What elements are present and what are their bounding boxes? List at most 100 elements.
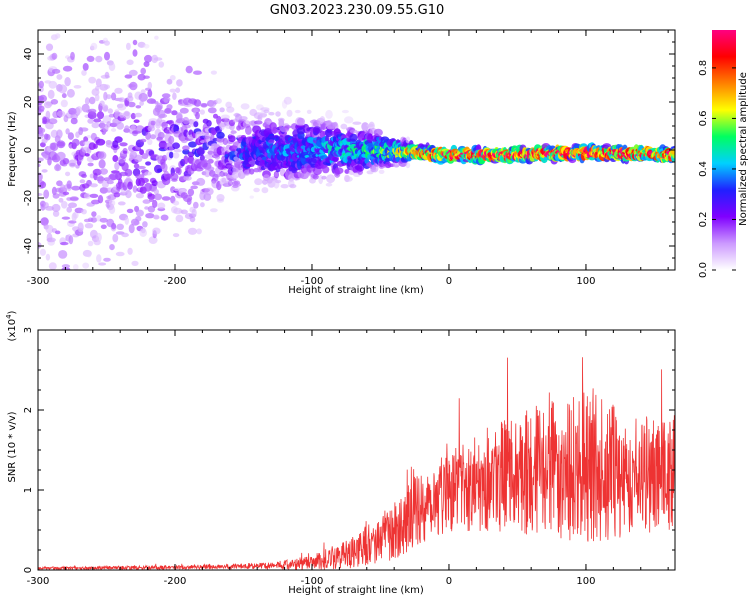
spectrogram-cell <box>139 228 147 237</box>
spectrogram-cell <box>207 158 214 164</box>
spectrogram-cell <box>151 180 158 187</box>
spectrogram-cell <box>79 127 89 132</box>
snr-x-tick-label: 100 <box>576 576 595 587</box>
spectrogram-cell <box>289 184 297 189</box>
spectrogram-cell <box>270 129 279 133</box>
spectrogram-cell <box>173 149 182 153</box>
spectrogram-cell <box>142 221 148 228</box>
spectrogram-cell <box>124 216 129 225</box>
spectrogram-cell <box>41 169 48 173</box>
snr-x-tick-label: -200 <box>164 576 187 587</box>
spectrogram-cell <box>65 128 70 135</box>
spectrogram-cell <box>108 199 116 207</box>
spectrogram-cell <box>172 92 177 100</box>
spectrogram-cell <box>147 125 156 132</box>
spectrogram-cell <box>61 216 71 220</box>
spectrogram-cell <box>207 107 217 114</box>
spectrogram-cell <box>219 121 225 131</box>
snr-series-line <box>38 357 675 570</box>
spectrogram-cell <box>88 96 96 105</box>
spectrogram-cell <box>196 177 206 186</box>
spectrogram-cell <box>163 96 169 104</box>
spectrogram-cell <box>121 162 129 172</box>
spectrogram-cell <box>182 149 190 155</box>
snr-y-tick-label: 0 <box>23 567 34 573</box>
spectrogram-cell <box>124 168 133 177</box>
spectrogram-cell <box>86 55 95 63</box>
spectrogram-cell <box>139 100 145 106</box>
spectrogram-cell <box>48 262 57 270</box>
spectrogram-cell <box>352 121 362 125</box>
spectrogram-cell <box>39 181 47 189</box>
spectrogram-cell <box>168 135 175 144</box>
spectrogram-cell <box>179 107 189 114</box>
spectrogram-cell <box>115 251 125 257</box>
snr-y-tick-label: 3 <box>23 327 34 333</box>
spectrogram-cell <box>356 164 365 172</box>
spectrogram-cell <box>60 241 69 246</box>
spectrogram-cell <box>128 69 138 76</box>
spectrogram-cell <box>114 161 120 171</box>
spectrogram-cell <box>125 190 132 199</box>
spectrogram-cell <box>145 213 155 219</box>
spectrogram-cell <box>187 155 195 164</box>
spectrogram-cell <box>172 233 180 238</box>
spectrogram-cell <box>227 179 233 187</box>
spectrogram-cell <box>161 154 168 162</box>
spectrogram-cell <box>79 179 86 184</box>
spectrogram-cell <box>175 214 184 223</box>
spectrogram-cell <box>116 223 124 230</box>
spectrogram-cell <box>188 141 197 148</box>
spectrogram-cell <box>111 222 117 230</box>
spectrogram-cell <box>175 87 181 93</box>
spectrogram-cell <box>98 262 107 266</box>
spectrogram-cell <box>95 78 102 87</box>
spectrogram-cell <box>153 193 163 201</box>
spectrogram-cell <box>147 193 156 200</box>
spectrogram-cell <box>670 149 675 155</box>
spectrogram-cell <box>168 145 174 151</box>
spectrogram-cell <box>43 189 50 199</box>
spectrogram-cell <box>150 120 156 126</box>
spectrogram-cell <box>111 92 117 101</box>
spectrogram-cell <box>144 171 152 176</box>
spectrogram-cell <box>133 119 140 123</box>
spectrogram-cell <box>145 131 152 141</box>
spectrogram-cell <box>211 130 217 136</box>
spectrogram-cell <box>249 195 254 199</box>
spectrogram-cell <box>122 110 131 120</box>
spectrogram-cell <box>38 80 44 89</box>
spectrogram-cell <box>66 180 72 189</box>
spectrogram-cell <box>147 138 153 146</box>
spectrogram-cell <box>226 106 235 113</box>
spectrogram-cell <box>84 153 90 157</box>
spectrogram-cell <box>55 230 61 235</box>
spectrogram-cell <box>55 33 61 39</box>
spectrogram-cell <box>56 74 63 80</box>
spectrogram-cell <box>114 136 123 143</box>
spectrogram-cell <box>210 70 217 75</box>
spectrogram-cell <box>68 107 77 115</box>
spectrogram-cell <box>128 224 135 234</box>
snr-y-scale: (x104) <box>5 310 18 341</box>
spectrogram-cell <box>143 75 150 79</box>
spectrogram-cell <box>245 125 252 135</box>
spectrogram-cell <box>253 120 263 125</box>
spectrogram-cell <box>341 109 349 114</box>
spectrogram-cell <box>95 55 103 63</box>
spectrogram-cell <box>104 71 110 79</box>
spectrogram-cell <box>113 192 121 198</box>
spectrogram-cell <box>144 206 149 210</box>
spectrogram-cell <box>81 69 87 76</box>
spectrogram-cell <box>90 217 98 223</box>
spectrogram-cell <box>140 177 149 183</box>
spectrogram-cell <box>321 175 327 180</box>
spectrogram-cell <box>284 125 292 129</box>
spectrogram-cell <box>119 142 128 147</box>
spectrogram-cell <box>326 174 336 184</box>
spectrogram-cell <box>40 142 46 148</box>
spectrogram-cell <box>131 260 139 266</box>
spectrogram-cell <box>306 109 312 114</box>
spectrogram-x-tick-label: 0 <box>446 276 452 287</box>
